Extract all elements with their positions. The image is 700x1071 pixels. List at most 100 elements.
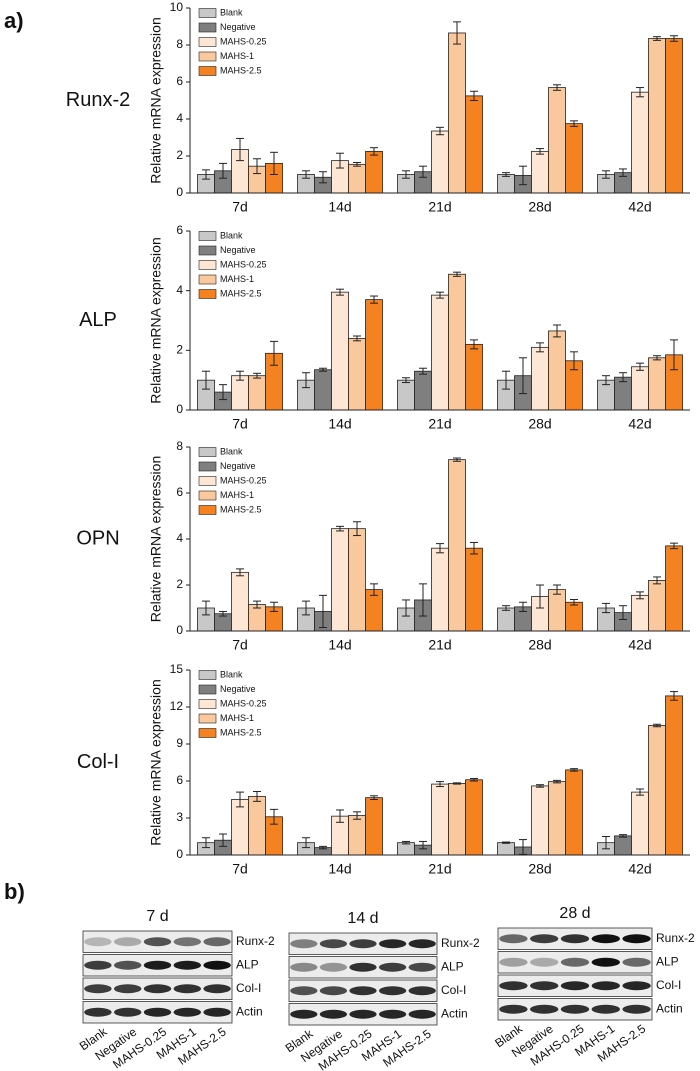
bar	[565, 123, 583, 194]
legend-label: MAHS-1	[220, 713, 254, 723]
bar	[448, 459, 466, 632]
x-tick-label: 42d	[628, 637, 651, 653]
bar	[314, 369, 332, 411]
blot-band	[143, 984, 172, 994]
blot-band	[591, 957, 620, 967]
error-bar	[419, 840, 427, 850]
y-tick-label: 0	[176, 623, 183, 637]
y-tick-label: 4	[176, 283, 183, 297]
blot-band	[499, 981, 528, 991]
error-bar	[419, 165, 427, 178]
blot-band	[349, 986, 377, 996]
y-tick-label: 2	[176, 577, 183, 591]
bar	[648, 38, 666, 194]
legend-swatch	[198, 713, 217, 724]
blot-band	[499, 934, 528, 944]
error-bar	[219, 833, 227, 847]
bar	[448, 273, 466, 411]
y-tick-label: 2	[176, 148, 183, 162]
legend-label: MAHS-2.5	[220, 727, 262, 737]
legend-swatch	[198, 699, 217, 709]
error-bar	[570, 768, 578, 772]
error-bar	[336, 152, 344, 169]
blot-band	[530, 934, 559, 944]
x-tick-label: 21d	[428, 637, 451, 653]
error-bar	[570, 598, 578, 606]
bar	[565, 601, 583, 632]
error-bar	[402, 170, 410, 179]
y-axis-label: Relative mRNA expression	[148, 17, 164, 184]
x-tick-label: 7d	[232, 199, 248, 215]
error-bar	[336, 288, 344, 296]
x-tick-label: 28d	[528, 861, 551, 877]
y-tick-label: 8	[176, 439, 183, 453]
error-bar	[302, 600, 310, 616]
y-tick-label: 2	[176, 343, 183, 357]
error-bar	[319, 594, 327, 629]
blot-band	[113, 1007, 142, 1017]
x-tick-label: 7d	[232, 637, 248, 653]
bar	[465, 95, 483, 194]
error-bar	[553, 584, 561, 595]
blot-band	[173, 960, 202, 970]
bar	[431, 130, 449, 194]
bar	[348, 163, 366, 194]
blot-row-label: Actin	[236, 1004, 263, 1018]
y-tick-label: 0	[176, 402, 183, 416]
y-tick-label: 6	[176, 773, 183, 787]
error-bar	[253, 600, 261, 609]
blot-band	[560, 1004, 590, 1014]
bar	[397, 379, 415, 411]
bar	[465, 547, 483, 632]
error-bar	[636, 788, 644, 796]
bar	[431, 294, 449, 411]
x-tick-label: 14d	[328, 637, 351, 653]
error-bar	[502, 370, 510, 390]
legend-swatch	[198, 476, 217, 486]
error-bar	[670, 339, 678, 371]
legend-swatch	[198, 505, 217, 515]
error-bar	[636, 591, 644, 600]
error-bar	[670, 542, 678, 550]
blot-band	[84, 1007, 112, 1017]
error-bar	[536, 342, 544, 353]
error-bar	[653, 576, 661, 585]
bar	[431, 783, 449, 856]
error-bar	[653, 355, 661, 361]
error-bar	[519, 357, 527, 395]
error-bar	[270, 601, 278, 612]
bar	[248, 796, 266, 856]
error-bar	[236, 137, 244, 162]
x-tick-label: 14d	[328, 861, 351, 877]
bar	[465, 343, 483, 411]
blot-title: 14 d	[347, 910, 378, 927]
error-bar	[319, 171, 327, 184]
error-bar	[470, 339, 478, 350]
legend-label: MAHS-0.25	[220, 698, 267, 708]
blot-row-label: Col-I	[441, 983, 466, 997]
error-bar	[219, 384, 227, 401]
blot-band	[319, 986, 348, 996]
error-bar	[519, 839, 527, 855]
error-bar	[470, 541, 478, 555]
y-tick-label: 9	[176, 736, 183, 750]
blot-band	[113, 984, 142, 994]
blot-row-label: ALP	[441, 959, 464, 973]
bar	[531, 785, 549, 856]
legend-swatch	[198, 245, 217, 256]
bar	[548, 330, 566, 411]
error-bar	[402, 599, 410, 617]
blot-band	[591, 1004, 620, 1014]
blot-band	[84, 984, 112, 994]
legend-swatch	[198, 231, 217, 241]
legend-label: MAHS-2.5	[220, 288, 262, 298]
legend-label: Negative	[220, 245, 256, 255]
legend-swatch	[198, 51, 217, 62]
legend-swatch	[198, 66, 217, 76]
error-bar	[570, 120, 578, 127]
x-tick-label: 14d	[328, 416, 351, 432]
x-tick-label: 28d	[528, 637, 551, 653]
blot-band	[349, 1009, 377, 1019]
legend-swatch	[198, 274, 217, 285]
chart-title: Runx-2	[66, 89, 130, 111]
